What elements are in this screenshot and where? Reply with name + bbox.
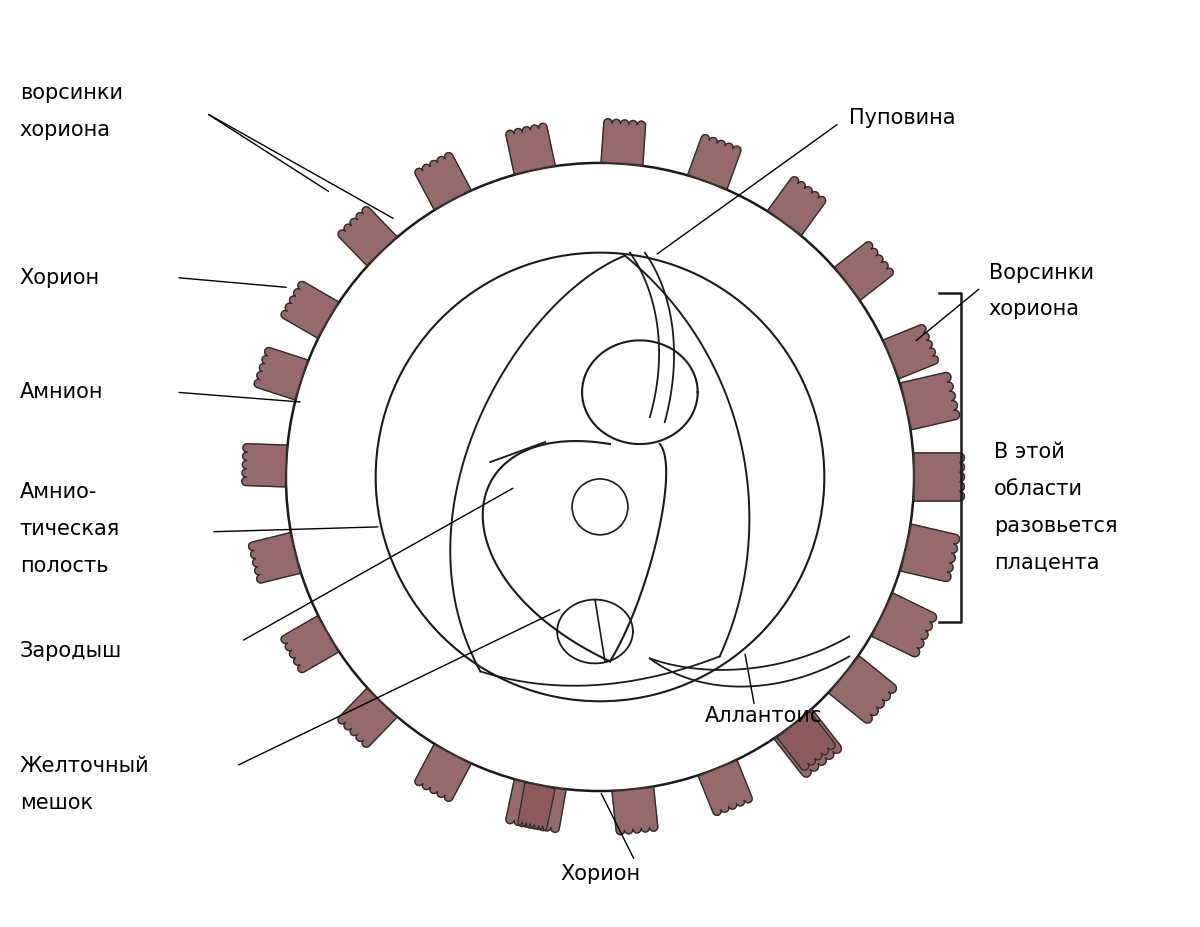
Text: области: области — [994, 479, 1082, 499]
Polygon shape — [248, 533, 300, 583]
Polygon shape — [254, 348, 307, 400]
Polygon shape — [415, 744, 472, 801]
Polygon shape — [601, 119, 646, 165]
Polygon shape — [338, 689, 397, 747]
Text: Желточный: Желточный — [19, 756, 149, 776]
Text: Аллантоис: Аллантоис — [704, 706, 822, 726]
Polygon shape — [415, 153, 472, 210]
Text: Ворсинки: Ворсинки — [989, 262, 1094, 283]
Polygon shape — [688, 134, 740, 189]
Polygon shape — [914, 453, 965, 501]
Text: разовьется: разовьется — [994, 515, 1117, 536]
Text: Амнион: Амнион — [19, 382, 103, 402]
Polygon shape — [612, 787, 658, 834]
Polygon shape — [241, 444, 287, 487]
Polygon shape — [518, 782, 566, 832]
Text: плацента: плацента — [994, 552, 1099, 573]
Polygon shape — [834, 242, 893, 300]
Text: Зародыш: Зародыш — [19, 641, 122, 662]
Text: Хорион: Хорион — [19, 268, 100, 287]
Polygon shape — [698, 760, 752, 816]
Polygon shape — [900, 373, 960, 430]
Polygon shape — [829, 656, 896, 723]
Polygon shape — [506, 123, 556, 174]
Text: В этой: В этой — [994, 442, 1064, 462]
Polygon shape — [281, 282, 338, 338]
Polygon shape — [776, 712, 835, 770]
Text: Пуповина: Пуповина — [850, 108, 955, 128]
Polygon shape — [774, 709, 841, 777]
Text: хориона: хориона — [989, 299, 1080, 320]
Text: тическая: тическая — [19, 519, 120, 539]
Polygon shape — [338, 207, 397, 266]
Text: ворсинки: ворсинки — [19, 83, 122, 103]
Polygon shape — [900, 524, 960, 581]
Polygon shape — [883, 324, 938, 379]
Polygon shape — [768, 177, 826, 235]
Text: хориона: хориона — [19, 120, 110, 140]
Text: мешок: мешок — [19, 793, 92, 813]
Text: Амнио-: Амнио- — [19, 482, 97, 502]
Polygon shape — [871, 593, 936, 656]
Polygon shape — [281, 616, 338, 672]
Polygon shape — [506, 780, 556, 831]
Text: Хорион: Хорион — [560, 864, 641, 883]
Text: полость: полость — [19, 555, 108, 576]
